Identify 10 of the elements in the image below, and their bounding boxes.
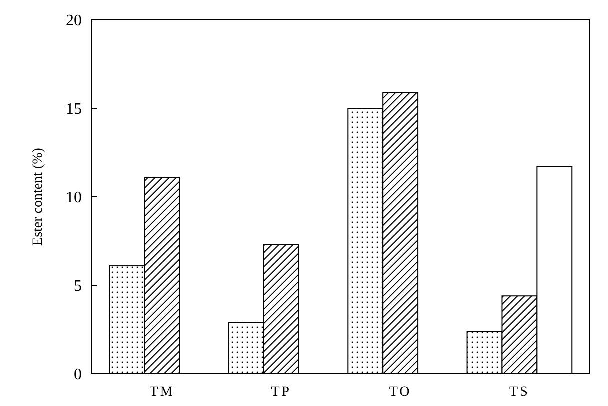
y-tick-label: 15 xyxy=(66,101,82,118)
y-tick-label: 10 xyxy=(66,190,82,207)
y-tick-label: 0 xyxy=(74,366,82,384)
x-tick-label: TP xyxy=(271,385,292,400)
y-tick-label: 20 xyxy=(66,12,82,30)
y-axis-title: Ester content (%) xyxy=(31,148,46,246)
y-tick-label: 5 xyxy=(74,278,82,296)
x-tick-label: TS xyxy=(510,385,530,400)
x-tick-label: TO xyxy=(389,385,412,400)
x-tick-label: TM xyxy=(150,385,175,400)
